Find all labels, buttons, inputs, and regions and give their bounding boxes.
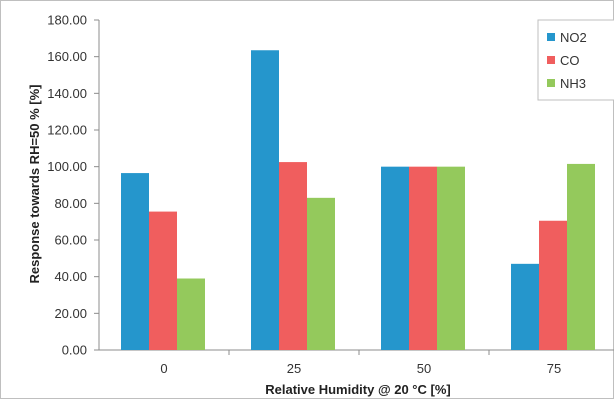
bar-no2-25 xyxy=(251,50,279,350)
bar-nh3-75 xyxy=(567,163,595,350)
y-tick-label: 120.00 xyxy=(47,123,87,138)
bar-co-75 xyxy=(539,220,567,350)
y-tick-label: 140.00 xyxy=(47,86,87,101)
tick-labels: 0.00 20.00 40.00 60.00 80.00 100.00 120.00 140.… xyxy=(47,13,561,377)
y-tick-label: 100.00 xyxy=(47,159,87,174)
y-tick-label: 0.00 xyxy=(62,343,87,358)
y-tick-label: 20.00 xyxy=(54,306,87,321)
y-tick-label: 40.00 xyxy=(54,269,87,284)
bar-nh3-50 xyxy=(437,166,465,350)
bar-no2-0 xyxy=(121,173,149,350)
legend-label-no2: NO2 xyxy=(560,30,587,45)
bar-no2-50 xyxy=(381,166,409,350)
legend-label-co: CO xyxy=(560,53,580,68)
bar-nh3-0 xyxy=(177,278,205,350)
bar-co-50 xyxy=(409,166,437,350)
legend-label-nh3: NH3 xyxy=(560,76,586,91)
y-tick-label: 160.00 xyxy=(47,49,87,64)
y-axis-title: Response towards RH=50 % [%] xyxy=(27,84,42,283)
x-tick-label: 25 xyxy=(287,361,301,376)
bar-co-0 xyxy=(149,211,177,350)
x-tick-label: 50 xyxy=(417,361,431,376)
bar-no2-75 xyxy=(511,263,539,350)
y-tick-label: 80.00 xyxy=(54,196,87,211)
bars xyxy=(121,50,595,350)
x-tick-label: 0 xyxy=(160,361,167,376)
bar-co-25 xyxy=(279,162,307,350)
x-tick-label: 75 xyxy=(547,361,561,376)
bar-nh3-25 xyxy=(307,197,335,350)
legend: NO2 CO NH3 xyxy=(537,19,614,101)
legend-swatch-nh3 xyxy=(547,79,555,87)
y-tick-label: 180.00 xyxy=(47,13,87,28)
y-tick-label: 60.00 xyxy=(54,233,87,248)
x-axis-title: Relative Humidity @ 20 °C [%] xyxy=(265,382,450,397)
legend-swatch-co xyxy=(547,56,555,64)
legend-swatch-no2 xyxy=(547,33,555,41)
